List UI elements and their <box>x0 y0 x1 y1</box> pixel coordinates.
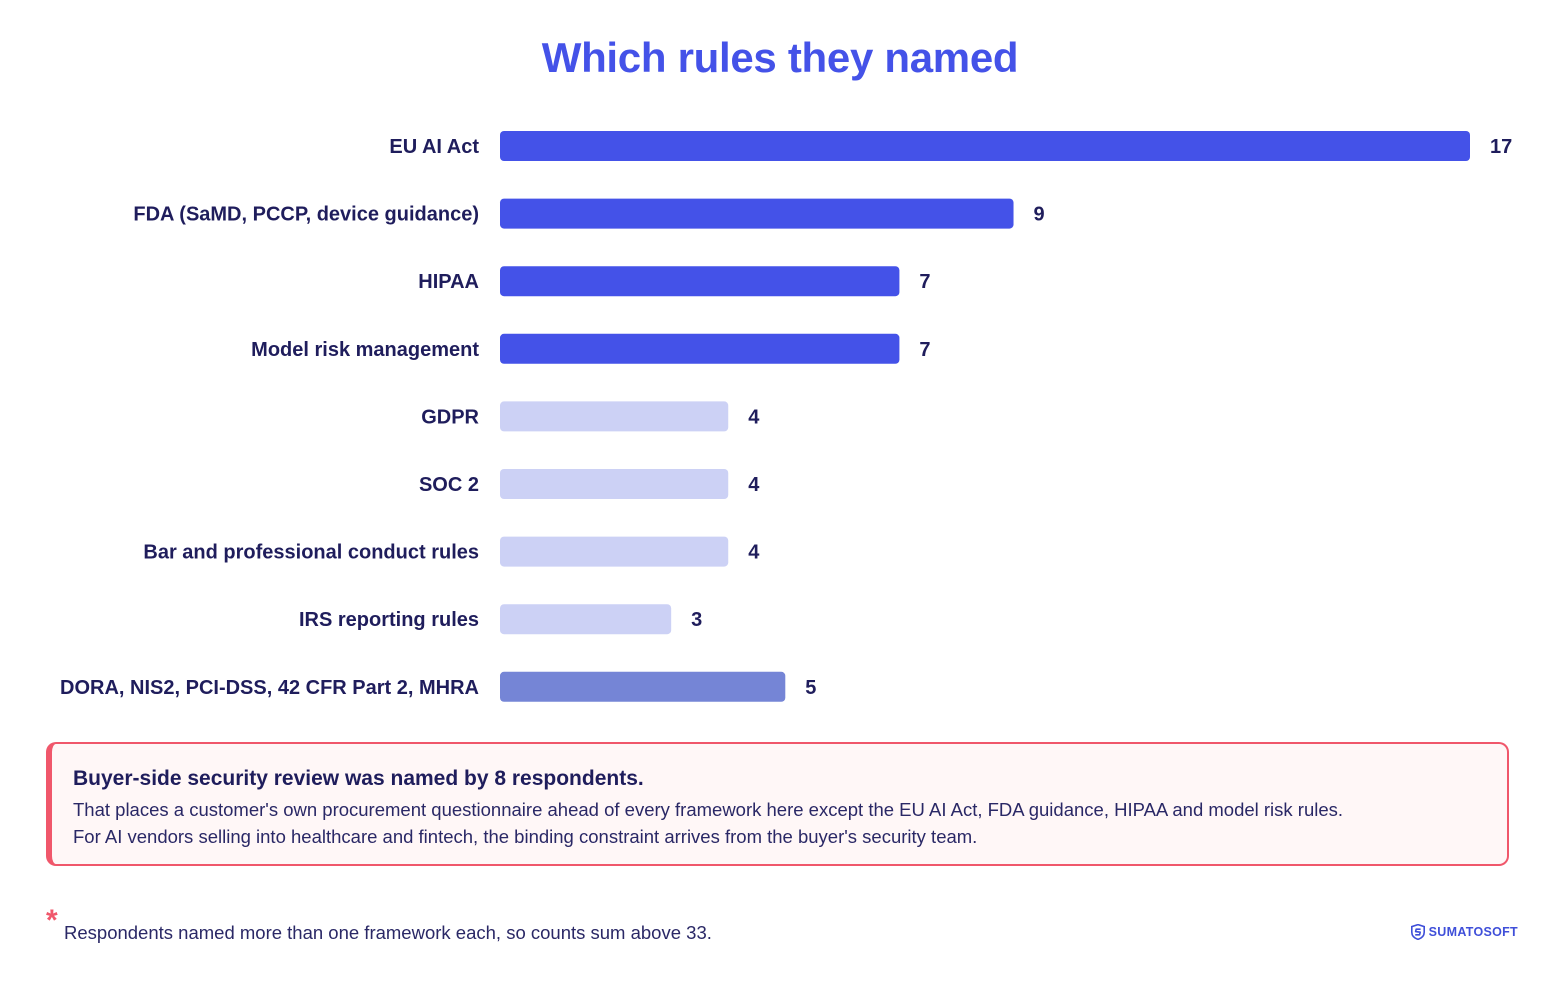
category-label-dora-nis2-pci-dss-42-cfr-part-2-mhra: DORA, NIS2, PCI-DSS, 42 CFR Part 2, MHRA <box>60 677 479 699</box>
category-label-bar-and-professional-conduct-rules: Bar and professional conduct rules <box>143 542 479 564</box>
bar-bar-and-professional-conduct-rules <box>500 536 729 567</box>
bar-eu-ai-act <box>500 131 1470 161</box>
bar-gdpr <box>500 401 729 432</box>
category-label-irs-reporting-rules: IRS reporting rules <box>299 609 479 631</box>
category-label-gdpr: GDPR <box>421 406 479 428</box>
value-label-soc-2: 4 <box>748 474 760 496</box>
value-label-bar-and-professional-conduct-rules: 4 <box>748 542 760 564</box>
callout-heading: Buyer-side security review was named by … <box>73 767 644 790</box>
value-label-gdpr: 4 <box>748 406 760 428</box>
bar-dora-nis2-pci-dss-42-cfr-part-2-mhra <box>500 671 786 702</box>
bar-model-risk-management <box>500 333 900 364</box>
bar-row-soc-2: SOC 2 4 <box>419 469 760 499</box>
bar-row-dora-nis2-pci-dss-42-cfr-part-2-mhra: DORA, NIS2, PCI-DSS, 42 CFR Part 2, MHRA… <box>60 671 816 702</box>
bar-row-bar-and-professional-conduct-rules: Bar and professional conduct rules 4 <box>143 536 760 567</box>
category-label-fda-samd-pccp-device-guidance: FDA (SaMD, PCCP, device guidance) <box>133 204 479 226</box>
bar-row-model-risk-management: Model risk management 7 <box>251 333 931 364</box>
bar-hipaa <box>500 266 900 297</box>
bar-row-irs-reporting-rules: IRS reporting rules 3 <box>299 604 702 635</box>
bar-soc-2 <box>500 469 729 499</box>
value-label-dora-nis2-pci-dss-42-cfr-part-2-mhra: 5 <box>805 677 816 699</box>
bar-fda-samd-pccp-device-guidance <box>500 198 1014 229</box>
value-label-irs-reporting-rules: 3 <box>691 609 702 631</box>
category-label-soc-2: SOC 2 <box>419 474 479 496</box>
sumatosoft-shield-logo-icon <box>1410 924 1425 940</box>
category-label-model-risk-management: Model risk management <box>251 339 479 361</box>
category-label-eu-ai-act: EU AI Act <box>389 136 479 158</box>
footnote-text: Respondents named more than one framewor… <box>64 922 712 943</box>
category-label-hipaa: HIPAA <box>418 271 479 293</box>
value-label-fda-samd-pccp-device-guidance: 9 <box>1034 204 1045 226</box>
brand-logo: SUMATOSOFT <box>1410 922 1518 942</box>
value-label-eu-ai-act: 17 <box>1490 136 1512 158</box>
bars-layer: EU AI Act 17 FDA (SaMD, PCCP, device guida… <box>60 131 1512 702</box>
value-label-hipaa: 7 <box>919 271 930 293</box>
brand-name: SUMATOSOFT <box>1428 925 1518 939</box>
callout-line-1: That places a customer's own procurement… <box>73 799 1344 820</box>
bar-row-gdpr: GDPR 4 <box>421 401 760 432</box>
footnote-asterisk-icon: * <box>46 904 58 937</box>
chart-title: Which rules they named <box>541 34 1019 81</box>
bar-row-hipaa: HIPAA 7 <box>418 266 931 297</box>
bar-chart: EU AI Act 17 FDA (SaMD, PCCP, device guida… <box>60 131 1512 702</box>
bar-row-eu-ai-act: EU AI Act 17 <box>389 131 1512 161</box>
value-label-model-risk-management: 7 <box>919 339 930 361</box>
insight-callout: Buyer-side security review was named by … <box>46 742 1509 866</box>
callout-line-2: For AI vendors selling into healthcare a… <box>73 826 978 847</box>
footnote: * Respondents named more than one framew… <box>46 906 1046 946</box>
bar-irs-reporting-rules <box>500 604 672 635</box>
bar-row-fda-samd-pccp-device-guidance: FDA (SaMD, PCCP, device guidance) 9 <box>133 198 1045 229</box>
